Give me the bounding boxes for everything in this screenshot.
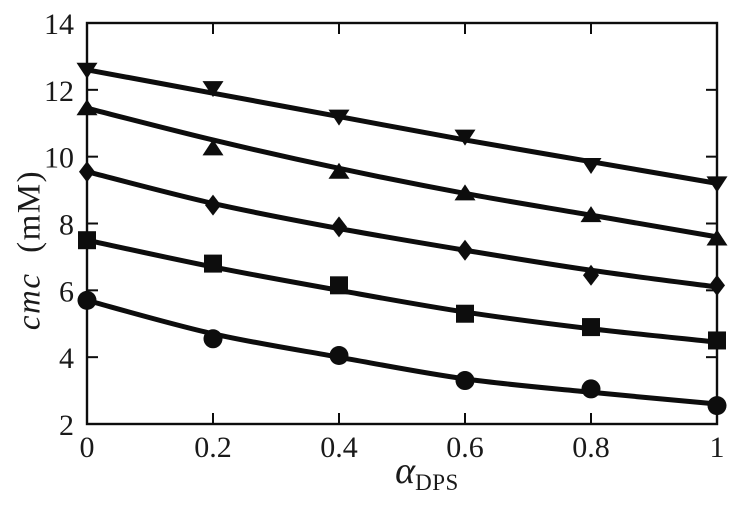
series-4-square-point	[78, 231, 96, 250]
series-2-triangle-up-point	[706, 229, 728, 246]
series-2-curve	[84, 105, 720, 240]
series-2-triangle-up-point	[580, 206, 602, 223]
series-5-circle-point	[455, 371, 475, 391]
x-tick-label-0.6: 0.6	[446, 431, 484, 464]
x-axis-title-subscript: DPS	[415, 470, 459, 495]
series-5-circle-point	[203, 329, 223, 349]
x-tick-label-0.4: 0.4	[320, 431, 358, 464]
x-tick-label-0.2: 0.2	[194, 431, 232, 464]
series-2-triangle-up-point	[202, 139, 224, 156]
y-axis-title-unit: (mM)	[11, 169, 48, 253]
series-2-triangle-up-point	[328, 162, 350, 179]
series-1-triangle-down-point	[76, 62, 98, 79]
y-tick-label-14: 14	[44, 8, 74, 41]
series-4-square-point	[204, 254, 222, 273]
series-1-triangle-down-point	[706, 176, 728, 193]
series-1-triangle-down-point	[202, 81, 224, 98]
series-1-triangle-down-point	[580, 158, 602, 175]
x-tick-label-0.8: 0.8	[572, 431, 610, 464]
series-4-square-point	[456, 304, 474, 323]
series-3-diamond-point	[205, 194, 221, 216]
series-4-curve	[84, 237, 720, 345]
y-tick-label-10: 10	[44, 142, 74, 175]
y-axis-title-italic: cmc	[11, 272, 48, 331]
series-3-diamond-point	[457, 239, 473, 261]
series-3-diamond-point	[79, 161, 95, 183]
series-2-triangle-up-point	[76, 99, 98, 116]
x-axis-title-alpha: α	[395, 450, 416, 492]
series-4-square-point	[330, 276, 348, 295]
series-3-curve	[84, 169, 720, 290]
series-5-curve	[84, 297, 720, 407]
series-1-triangle-down-point	[328, 109, 350, 126]
y-tick-label-2: 2	[59, 409, 74, 442]
series-3-diamond-point	[709, 274, 725, 296]
x-tick-label-1: 1	[710, 431, 725, 464]
series-5-circle-point	[329, 345, 349, 365]
y-tick-label-8: 8	[59, 209, 74, 242]
series-4-square-point	[708, 331, 726, 350]
series-5-circle-point	[77, 290, 97, 310]
y-tick-label-6: 6	[59, 275, 74, 308]
x-axis-title: αDPS	[395, 450, 459, 494]
series-4-square-point	[582, 318, 600, 337]
series-1-triangle-down-point	[454, 129, 476, 146]
series-2-triangle-up-point	[454, 184, 476, 201]
series-3-diamond-point	[331, 216, 347, 238]
series-3-diamond-point	[583, 264, 599, 286]
x-tick-label-0: 0	[80, 431, 95, 464]
series-5-circle-point	[581, 379, 601, 399]
y-axis-title: cmc (mM)	[12, 170, 49, 330]
y-tick-label-4: 4	[59, 342, 74, 375]
y-tick-label-12: 12	[44, 75, 74, 108]
series-1-curve	[84, 67, 720, 186]
plot-frame	[85, 21, 719, 426]
series-5-circle-point	[707, 396, 727, 416]
